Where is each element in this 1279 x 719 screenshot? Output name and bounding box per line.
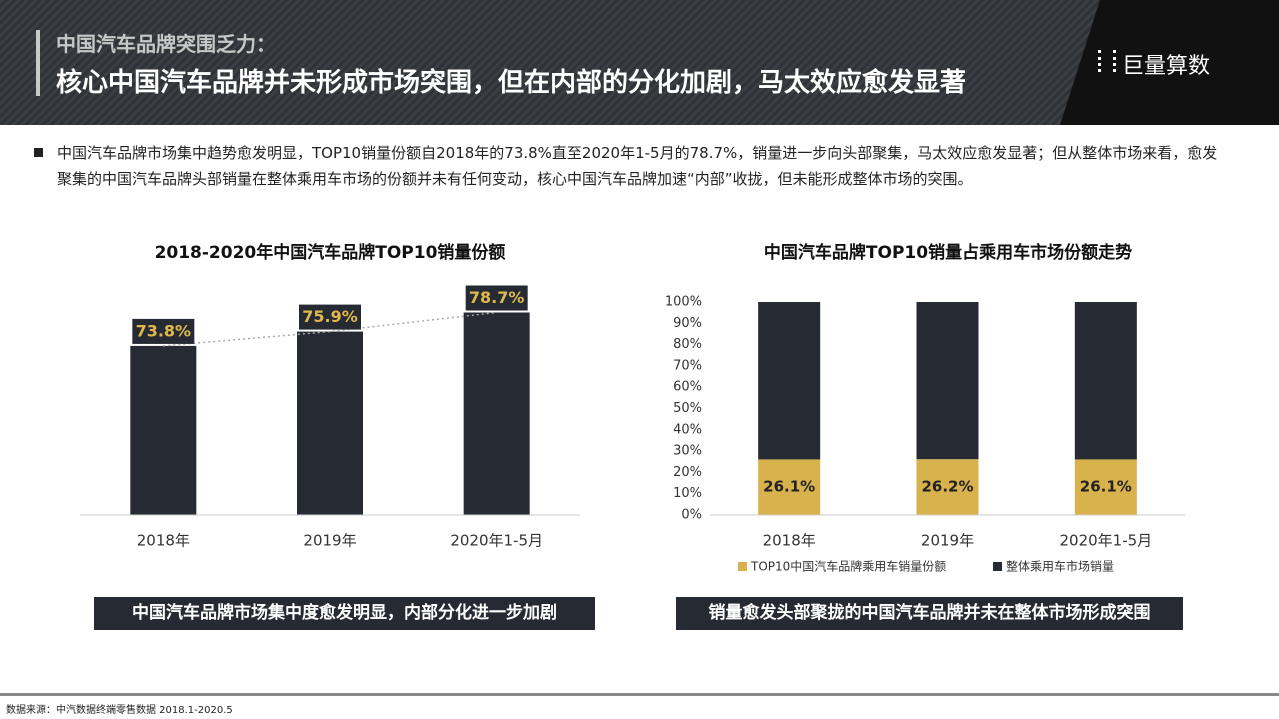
bar <box>463 312 530 515</box>
bar-segment <box>916 302 979 460</box>
bar <box>297 331 363 515</box>
legend-label: TOP10中国汽车品牌乘用车销量份额 <box>750 559 946 574</box>
bar <box>130 345 197 515</box>
footer-line <box>0 693 1279 696</box>
y-tick-label: 60% <box>673 380 702 395</box>
bullet-marker <box>34 148 43 157</box>
bar-segment <box>758 302 821 460</box>
x-tick-label: 2019年 <box>921 532 974 550</box>
value-label: 26.1% <box>763 478 815 496</box>
y-tick-label: 90% <box>673 316 702 331</box>
y-tick-label: 20% <box>673 465 702 480</box>
logo-text: 巨量算数 <box>1122 54 1211 79</box>
bar-segment <box>758 459 821 515</box>
accent-bar <box>36 30 40 96</box>
legend-swatch <box>738 562 747 571</box>
x-tick-label: 2019年 <box>303 532 356 550</box>
caption: 销量愈发头部聚拢的中国汽车品牌并未在整体市场形成突围 <box>676 597 1183 630</box>
legend-swatch <box>993 562 1002 571</box>
value-label-box <box>465 285 528 311</box>
value-label-box <box>299 304 361 330</box>
caption: 中国汽车品牌市场集中度愈发明显，内部分化进一步加剧 <box>94 597 595 630</box>
legend-label: 整体乘用车市场销量 <box>1006 559 1114 574</box>
value-label: 75.9% <box>302 307 358 326</box>
bullet-text: 中国汽车品牌市场集中趋势愈发明显，TOP10销量份额自2018年的73.8%直至… <box>57 144 1218 188</box>
y-tick-label: 10% <box>673 486 702 501</box>
value-label: 26.1% <box>1080 478 1132 496</box>
logo-icon <box>1098 50 1116 72</box>
x-tick-label: 2020年1-5月 <box>450 532 543 550</box>
x-tick-label: 2020年1-5月 <box>1059 532 1152 550</box>
header-title: 核心中国汽车品牌并未形成市场突围，但在内部的分化加剧，马太效应愈发显著 <box>56 68 967 98</box>
y-tick-label: 100% <box>665 295 702 310</box>
header-band <box>0 0 1279 125</box>
header-subtitle: 中国汽车品牌突围乏力： <box>56 32 276 56</box>
value-label-box <box>132 318 195 344</box>
bar-segment <box>916 459 979 515</box>
x-tick-label: 2018年 <box>763 532 816 550</box>
source: 数据来源：中汽数据终端零售数据 2018.1-2020.5 <box>6 705 233 716</box>
value-label: 78.7% <box>469 288 525 307</box>
x-tick-label: 2018年 <box>137 532 190 550</box>
value-label: 26.2% <box>921 478 973 496</box>
logo-box <box>1060 0 1279 125</box>
y-tick-label: 0% <box>681 508 702 523</box>
y-tick-label: 80% <box>673 337 702 352</box>
chart-title: 2018-2020年中国汽车品牌TOP10销量份额 <box>155 242 506 263</box>
y-tick-label: 40% <box>673 422 702 437</box>
y-tick-label: 70% <box>673 358 702 373</box>
trend-line <box>163 311 497 347</box>
y-tick-label: 30% <box>673 444 702 459</box>
bar-segment <box>1074 302 1137 460</box>
chart-title: 中国汽车品牌TOP10销量占乘用车市场份额走势 <box>764 242 1132 263</box>
value-label: 73.8% <box>136 321 192 340</box>
y-tick-label: 50% <box>673 401 702 416</box>
bar-segment <box>1074 459 1137 515</box>
